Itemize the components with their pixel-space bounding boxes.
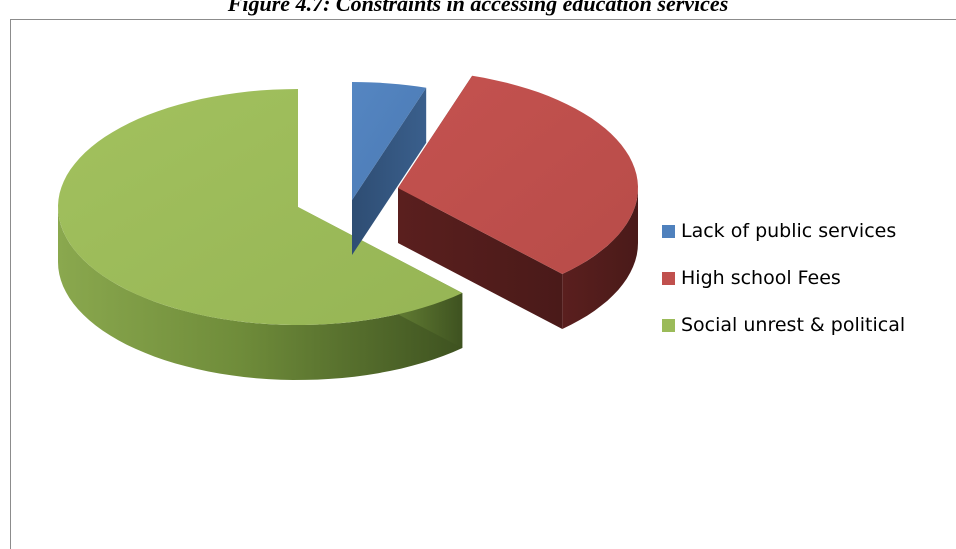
legend-item-social-unrest: Social unrest & political bbox=[662, 313, 905, 337]
pie-side-lack-of-public-services-1 bbox=[352, 87, 427, 255]
figure-caption: Figure 4.7: Constraints in accessing edu… bbox=[227, 0, 729, 16]
legend-label: Lack of public services bbox=[681, 220, 897, 242]
pie-wall-social-unrest bbox=[58, 207, 463, 380]
legend-label: Social unrest & political bbox=[681, 314, 906, 336]
pie-slice-social-unrest bbox=[58, 89, 463, 325]
legend-swatch-green bbox=[662, 318, 675, 332]
legend-swatch-red bbox=[662, 271, 675, 285]
legend-swatch-blue bbox=[662, 224, 675, 238]
pie-wall-high-school-fees bbox=[562, 188, 638, 329]
chart-frame bbox=[10, 19, 956, 549]
legend-item-lack-of-public-services: Lack of public services bbox=[662, 219, 896, 243]
pie-chart bbox=[58, 75, 638, 380]
pie-slice-lack-of-public-services bbox=[352, 82, 427, 200]
legend-item-high-school-fees: High school Fees bbox=[662, 266, 841, 290]
pie-slice-high-school-fees bbox=[398, 75, 638, 274]
legend-label: High school Fees bbox=[681, 267, 841, 289]
pie-side-high-school-fees-1 bbox=[398, 188, 563, 329]
